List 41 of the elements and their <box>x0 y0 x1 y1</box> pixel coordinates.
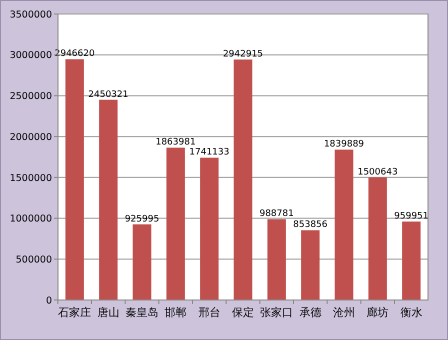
data-label: 925995 <box>124 214 160 224</box>
x-tick-label: 廊坊 <box>366 306 389 319</box>
y-tick-label: 3000000 <box>10 50 52 62</box>
x-tick-label: 邯郸 <box>164 306 187 319</box>
x-tick-label: 保定 <box>232 306 254 319</box>
bar <box>368 177 387 300</box>
bar <box>166 148 185 300</box>
y-tick-label: 500000 <box>16 254 52 266</box>
x-tick-label: 张家口 <box>260 306 294 319</box>
y-tick-label: 2000000 <box>10 132 52 143</box>
data-label: 853856 <box>293 220 328 230</box>
bar <box>132 224 152 300</box>
x-tick-label: 石家庄 <box>58 306 92 319</box>
bar <box>267 219 286 300</box>
data-label: 959951 <box>394 212 429 222</box>
x-tick-label: 衡水 <box>400 306 422 319</box>
bar <box>99 100 118 300</box>
bar <box>334 150 354 300</box>
x-tick-label: 秦皇岛 <box>126 306 158 319</box>
y-tick-label: 3500000 <box>10 9 52 20</box>
data-label: 2450321 <box>88 90 128 100</box>
data-label: 1839889 <box>324 140 364 150</box>
x-tick-label: 沧州 <box>333 306 355 319</box>
data-label: 1863981 <box>156 138 196 148</box>
data-label: 1741133 <box>189 148 230 158</box>
y-tick-label: 0 <box>46 295 52 306</box>
bar <box>234 60 252 300</box>
data-label: 2942915 <box>222 50 264 60</box>
bar <box>65 59 84 300</box>
bar <box>402 222 421 300</box>
bar <box>200 158 219 300</box>
x-tick-label: 唐山 <box>97 306 120 319</box>
data-label: 988781 <box>259 209 294 220</box>
y-tick-label: 2500000 <box>10 91 52 102</box>
data-label: 2946620 <box>54 49 95 60</box>
y-tick-label: 1000000 <box>10 214 52 225</box>
x-tick-label: 邢台 <box>198 306 220 319</box>
x-tick-label: 承德 <box>299 306 322 319</box>
y-tick-label: 1500000 <box>10 172 52 184</box>
bar <box>301 230 320 300</box>
data-label: 1500643 <box>358 167 398 178</box>
